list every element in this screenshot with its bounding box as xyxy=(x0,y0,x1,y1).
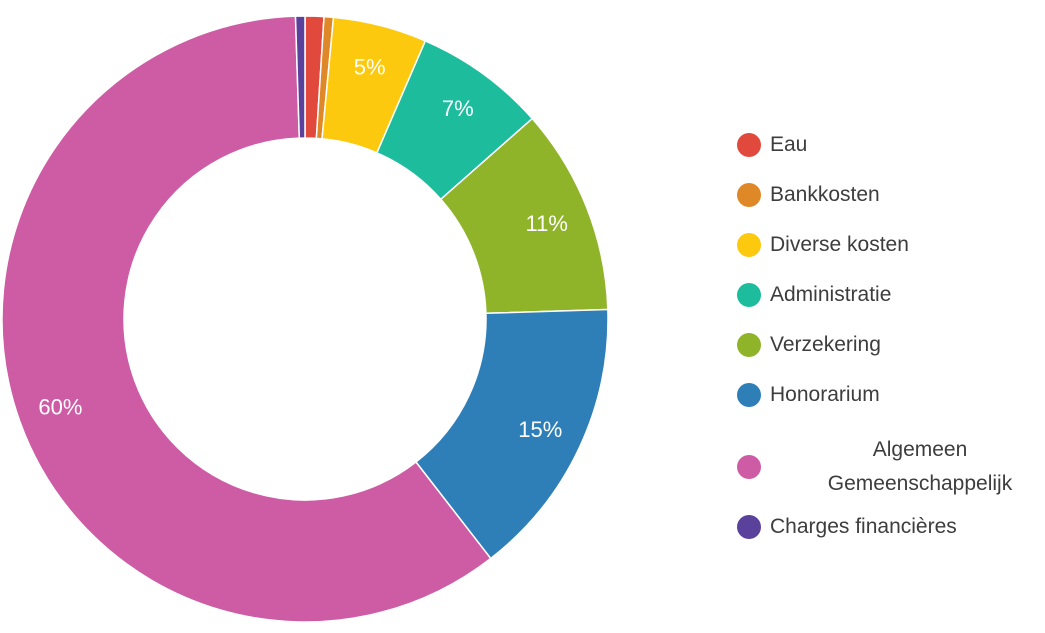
slice-label-administratie: 7% xyxy=(442,96,474,121)
legend-item-honorarium: Honorarium xyxy=(737,383,1031,407)
legend-item-eau: Eau xyxy=(737,133,1031,157)
chart-legend: Eau Bankkosten Diverse kosten Administratie… xyxy=(737,133,1031,565)
slice-label-verzekering: 11% xyxy=(525,211,567,236)
legend-label-bankkosten: Bankkosten xyxy=(770,183,880,206)
legend-swatch-administratie-icon xyxy=(737,283,761,307)
donut-slice-algemeen-gemeenschappelijk xyxy=(1,15,492,623)
slice-label-algemeen-gemeenschappelijk: 60% xyxy=(38,395,82,420)
legend-label-administratie: Administratie xyxy=(770,283,892,306)
legend-label-charges-financieres: Charges financières xyxy=(770,515,957,538)
legend-swatch-honorarium-icon xyxy=(737,383,761,407)
slice-label-honorarium: 15% xyxy=(518,417,562,442)
legend-item-administratie: Administratie xyxy=(737,283,1031,307)
legend-label-verzekering: Verzekering xyxy=(770,333,881,356)
legend-swatch-verzekering-icon xyxy=(737,333,761,357)
legend-swatch-diverse-kosten-icon xyxy=(737,233,761,257)
legend-item-diverse-kosten: Diverse kosten xyxy=(737,233,1031,257)
legend-swatch-bankkosten-icon xyxy=(737,183,761,207)
legend-label-eau: Eau xyxy=(770,133,808,156)
legend-label-diverse-kosten: Diverse kosten xyxy=(770,233,909,256)
legend-label-algemeen-gemeenschappelijk: Algemeen Gemeenschappelijk xyxy=(827,438,1013,495)
donut-slice-charges-financieres xyxy=(294,15,306,139)
legend-item-charges-financieres: Charges financières xyxy=(737,515,1031,539)
legend-item-algemeen-gemeenschappelijk: Algemeen Gemeenschappelijk xyxy=(737,433,1031,501)
legend-swatch-algemeen-gemeenschappelijk-icon xyxy=(737,455,761,479)
legend-item-bankkosten: Bankkosten xyxy=(737,183,1031,207)
legend-swatch-eau-icon xyxy=(737,133,761,157)
slice-label-diverse-kosten: 5% xyxy=(354,55,386,80)
donut-chart: 5% 7% 11% 15% 60% xyxy=(1,15,609,623)
legend-swatch-charges-financieres-icon xyxy=(737,515,761,539)
legend-label-honorarium: Honorarium xyxy=(770,383,880,406)
legend-item-verzekering: Verzekering xyxy=(737,333,1031,357)
